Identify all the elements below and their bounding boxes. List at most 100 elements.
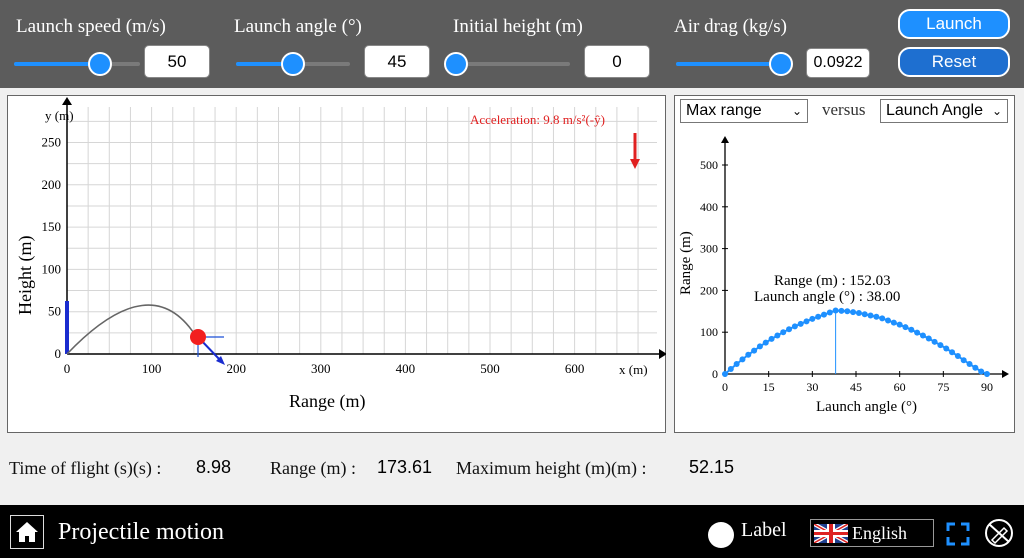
y-tick-label: 300 (700, 242, 718, 256)
slider-knob[interactable] (768, 52, 793, 76)
x-tick-label: 400 (396, 361, 416, 376)
data-point (885, 317, 892, 324)
graph-x-select[interactable]: Launch Angle ⌄ (880, 99, 1008, 123)
y-tick-label: 100 (42, 261, 62, 276)
home-button[interactable] (10, 515, 44, 549)
uk-flag-icon (814, 524, 848, 543)
slider-fill (14, 62, 100, 66)
launch-speed-input[interactable]: 50 (144, 45, 210, 78)
graph-y-title: Range (m) (678, 231, 694, 295)
label-toggle[interactable] (708, 522, 734, 548)
data-point (931, 338, 938, 345)
x-tick-label: 75 (937, 380, 949, 394)
slider-knob[interactable] (281, 52, 305, 76)
data-point (972, 364, 979, 371)
data-point (751, 347, 758, 354)
y-tick-label: 150 (42, 219, 62, 234)
y-tick-label: 50 (48, 304, 61, 319)
language-selector[interactable]: English (810, 519, 934, 547)
data-point (850, 309, 857, 316)
data-point (815, 313, 822, 320)
data-point (960, 357, 967, 364)
data-point (809, 315, 816, 322)
reset-button[interactable]: Reset (898, 47, 1010, 77)
launch-speed-label: Launch speed (m/s) (16, 16, 166, 37)
launcher-icon[interactable] (65, 301, 69, 354)
data-point (861, 311, 868, 318)
x-tick-label: 0 (722, 380, 728, 394)
data-point (774, 332, 781, 339)
chevron-down-icon: ⌄ (991, 104, 1002, 118)
x-axis-title: Range (m) (289, 391, 365, 412)
launch-button[interactable]: Launch (898, 9, 1010, 39)
y-tick-label: 0 (712, 367, 718, 381)
launch-angle-input[interactable]: 45 (364, 45, 430, 78)
y-axis-title: Height (m) (15, 236, 36, 315)
x-tick-label: 90 (981, 380, 993, 394)
data-point (873, 313, 880, 320)
x-tick-label: 45 (850, 380, 862, 394)
data-point (820, 311, 827, 318)
initial-height-slider[interactable] (444, 52, 570, 76)
no-drawing-icon[interactable] (982, 516, 1016, 550)
home-icon (16, 522, 38, 542)
data-point (756, 343, 763, 350)
y-end-label: y (m) (45, 108, 74, 123)
y-tick-label: 500 (700, 158, 718, 172)
data-point (803, 318, 810, 325)
flight-time-label: Time of flight (s)(s) : (9, 458, 162, 478)
slider-knob[interactable] (87, 52, 112, 76)
initial-height-input[interactable]: 0 (584, 45, 650, 78)
data-point (797, 320, 804, 327)
data-point (722, 371, 728, 377)
data-point (838, 307, 845, 314)
launch-angle-label: Launch angle (°) (234, 16, 362, 37)
data-point (896, 321, 903, 328)
data-point (867, 312, 874, 319)
data-point (978, 368, 985, 375)
air-drag-slider[interactable] (676, 52, 793, 76)
data-point (780, 329, 787, 336)
versus-label: versus (822, 100, 866, 119)
data-point (914, 329, 921, 336)
x-tick-label: 0 (64, 361, 71, 376)
gravity-arrow-icon (630, 133, 640, 169)
data-point (745, 351, 752, 358)
projectile-ball (190, 329, 206, 345)
trajectory-path (66, 304, 198, 355)
max-height-value: 52.15 (689, 457, 735, 477)
graph-y-arrow (721, 136, 729, 143)
data-point (855, 309, 862, 316)
data-point (791, 323, 798, 330)
graph-x-title: Launch angle (°) (816, 399, 917, 415)
data-point (949, 349, 956, 356)
trajectory-panel (7, 95, 666, 433)
data-point (733, 360, 740, 367)
data-point (739, 356, 746, 363)
range-value: 173.61 (377, 457, 433, 477)
trajectory-canvas: 0 100 200 300 400 500 600 0 50 100 150 200 250 y (m)… (15, 97, 666, 412)
data-point (762, 339, 769, 346)
data-point (844, 308, 851, 315)
air-drag-input[interactable]: 0.0922 (806, 48, 870, 78)
y-tick-label: 200 (700, 283, 718, 297)
launch-speed-slider[interactable] (14, 52, 140, 76)
fullscreen-icon[interactable] (946, 522, 970, 546)
graph-y-select[interactable]: Max range ⌄ (680, 99, 808, 123)
x-tick-label: 300 (311, 361, 331, 376)
y-tick-label: 0 (55, 346, 62, 361)
label-toggle-text: Label (741, 519, 787, 541)
graph-x-arrow (1002, 370, 1009, 378)
data-point (879, 315, 886, 322)
launch-angle-slider[interactable] (236, 52, 350, 76)
x-tick-label: 60 (894, 380, 906, 394)
x-end-label: x (m) (619, 362, 648, 377)
peak-range-annotation: Range (m) : 152.03 (774, 273, 891, 289)
y-tick-label: 250 (42, 135, 62, 150)
flight-time-value: 8.98 (196, 457, 232, 477)
data-point (908, 326, 915, 333)
slider-knob[interactable] (444, 52, 468, 76)
language-label: English (852, 523, 908, 543)
graph-panel (674, 95, 1015, 433)
data-point (943, 345, 950, 352)
